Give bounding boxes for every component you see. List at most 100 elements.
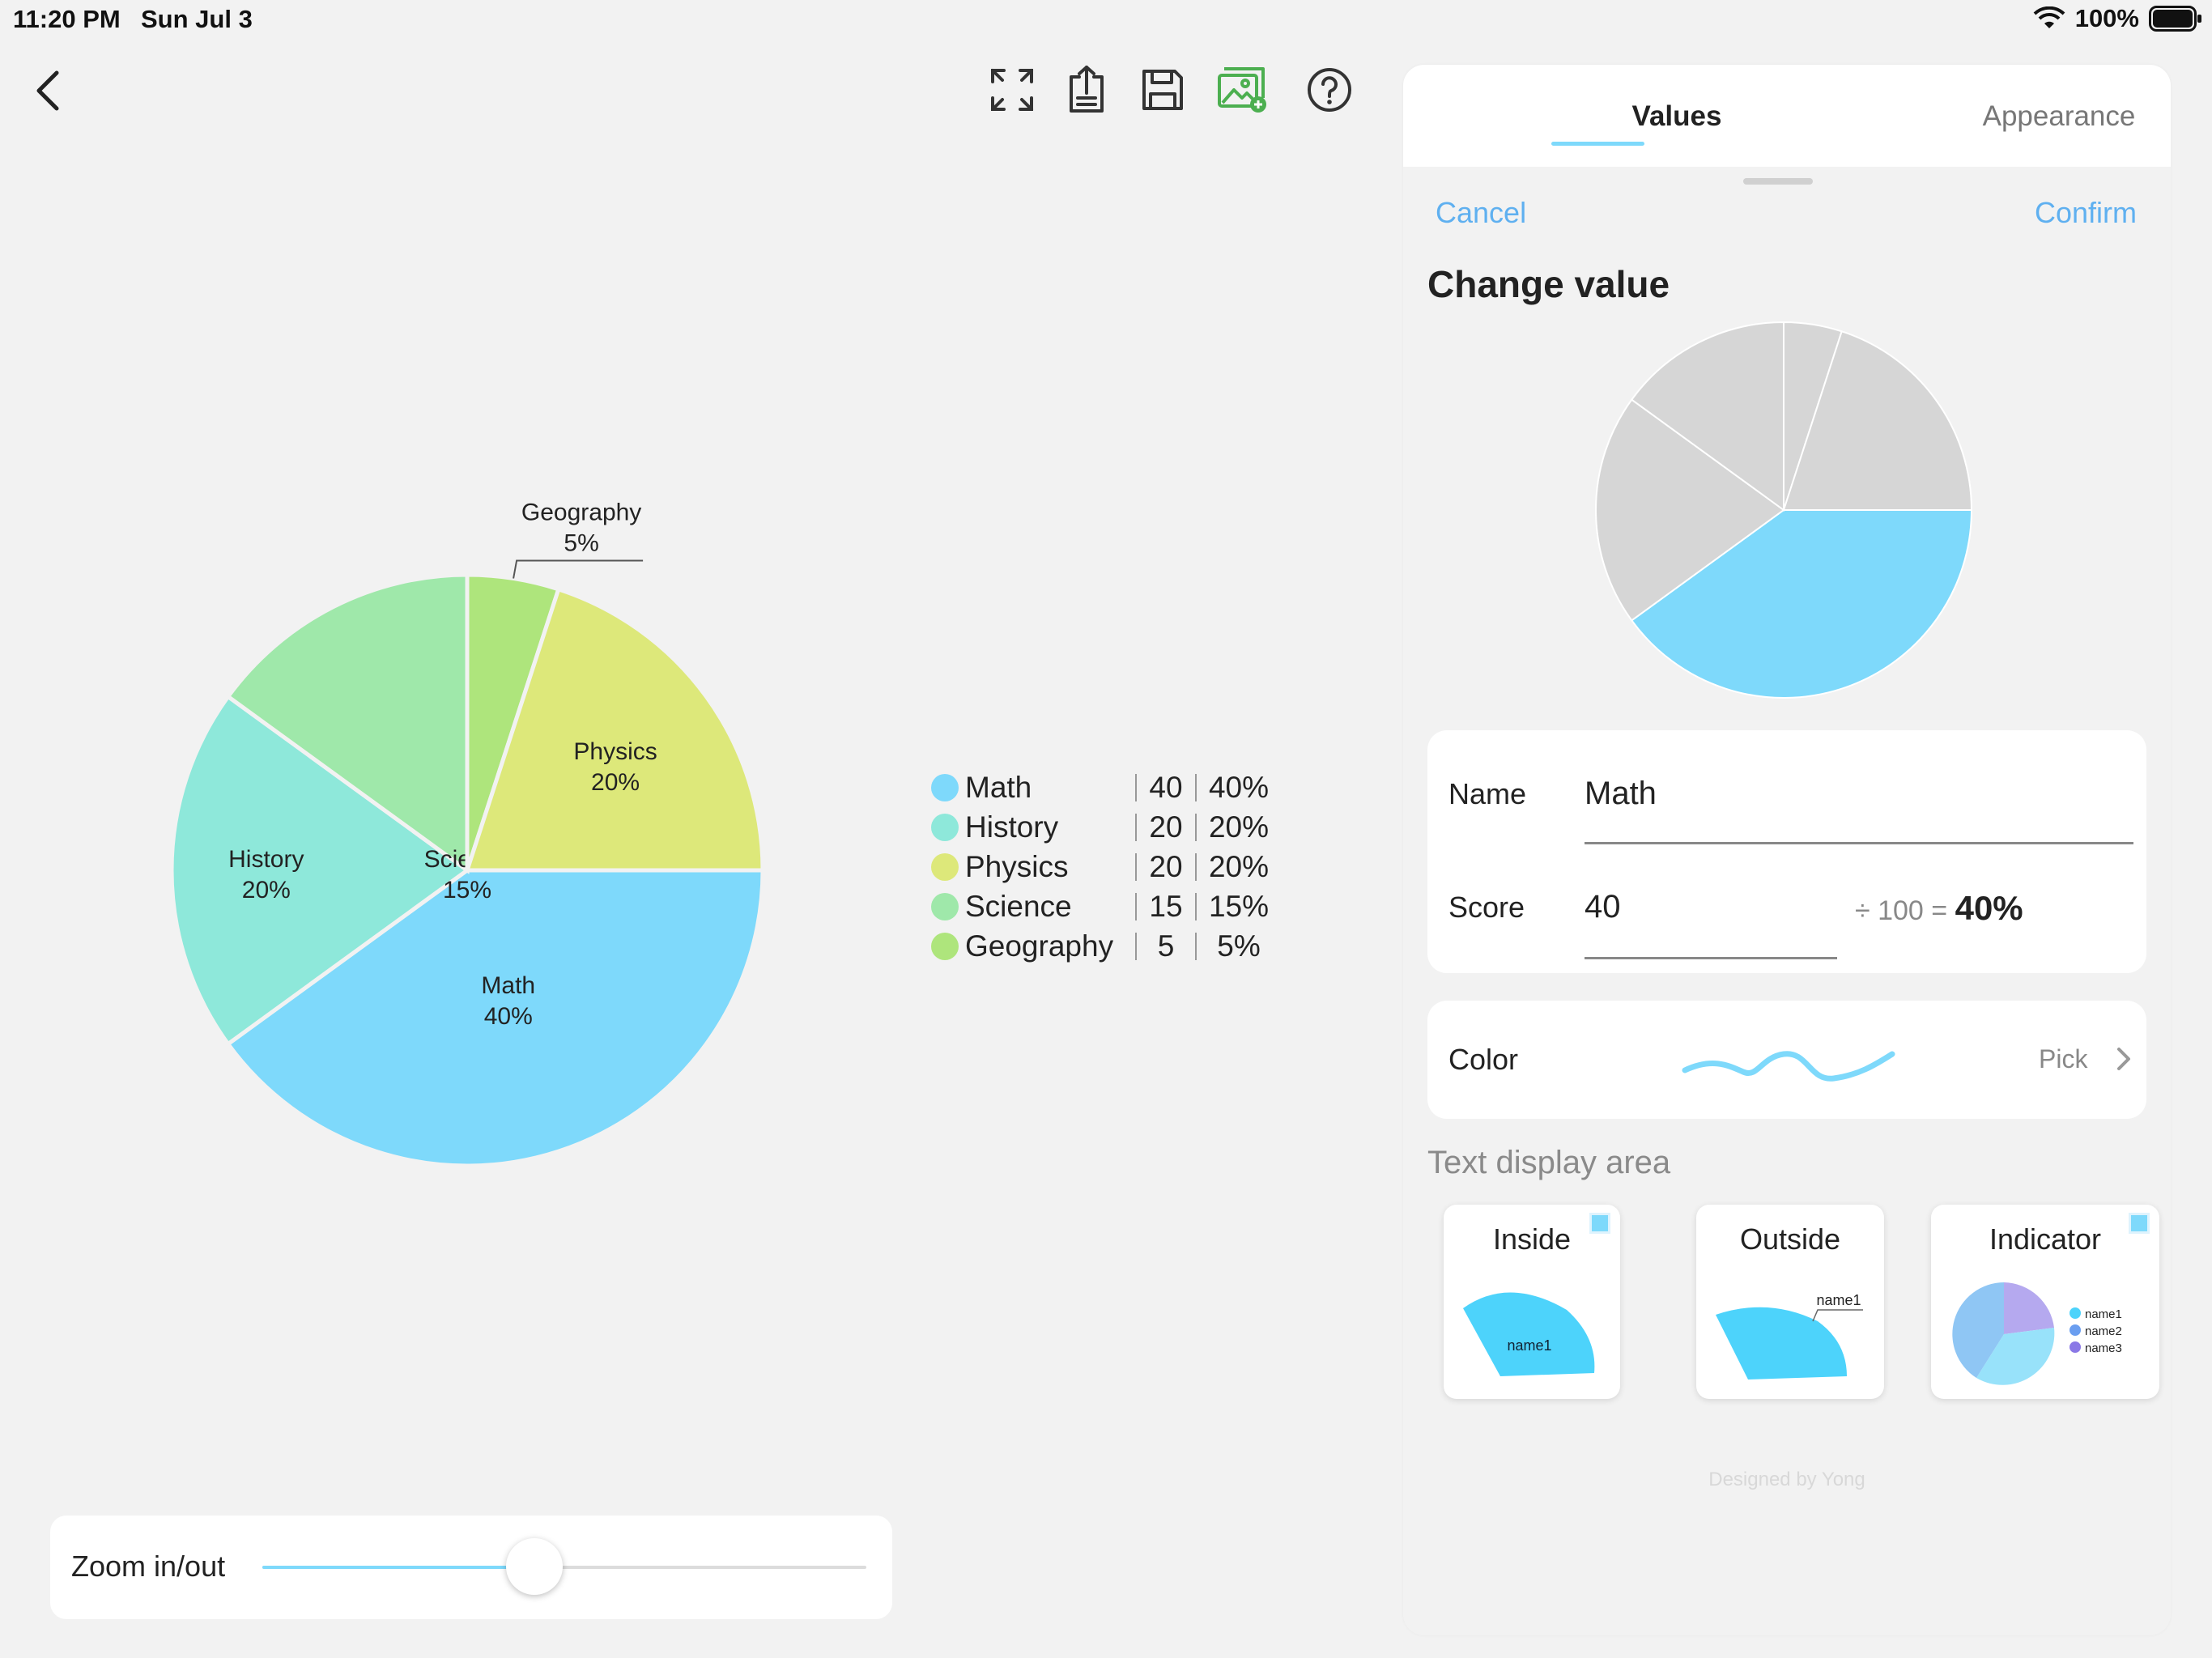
pie-label-name: Math — [481, 972, 535, 999]
sheet-tabs: Values Appearance — [1403, 65, 2171, 167]
pie-slice-science[interactable] — [225, 572, 470, 874]
pie-label-name: Geography — [521, 499, 641, 525]
status-time: 11:20 PM — [13, 5, 121, 33]
legend-name: Geography — [965, 929, 1114, 963]
legend-separator — [1135, 774, 1137, 801]
legend-separator — [1195, 933, 1197, 960]
text-display-title: Text display area — [1427, 1145, 1671, 1180]
score-formula: ÷ 100 = 40% — [1855, 889, 2023, 928]
color-label: Color — [1448, 1043, 1519, 1076]
legend-value: 5 — [1157, 929, 1175, 963]
help-icon[interactable] — [1304, 63, 1355, 117]
legend-percent: 20% — [1208, 849, 1270, 883]
battery-percent: 100% — [2074, 4, 2139, 32]
pie-label-percent: 20% — [591, 769, 640, 796]
legend-color-dot — [931, 773, 959, 801]
edit-sheet: Values Appearance Cancel Confirm Change … — [1403, 65, 2171, 1635]
legend-row: Math 40 40% — [931, 767, 1279, 807]
score-percent: 40% — [1955, 889, 2023, 927]
chevron-right-icon[interactable] — [2114, 1043, 2133, 1075]
pick-label[interactable]: Pick — [2039, 1044, 2088, 1073]
legend-separator — [1135, 893, 1137, 920]
pie-label-percent: 20% — [242, 877, 291, 903]
legend-value: 40 — [1149, 770, 1183, 804]
pie-leader-line — [513, 559, 644, 579]
pie-slice-history[interactable] — [169, 693, 471, 1048]
legend-row: Physics 20 20% — [931, 847, 1279, 886]
status-bar: 11:20 PM Sun Jul 3 100% — [0, 0, 2212, 40]
tab-appearance[interactable]: Appearance — [1982, 100, 2136, 132]
option-indicator-sample-1: name1 — [2085, 1307, 2122, 1321]
option-outside-title: Outside — [1739, 1222, 1841, 1256]
pie-label-percent: 40% — [484, 1003, 533, 1030]
option-outside[interactable]: Outside name1 — [1696, 1205, 1884, 1399]
pie-slice-physics[interactable] — [464, 586, 765, 873]
legend-separator — [1135, 814, 1137, 841]
option-inside-sample: name1 — [1507, 1337, 1551, 1354]
zoom-slider-fill — [262, 1566, 534, 1569]
option-inside-checkbox[interactable] — [1589, 1213, 1610, 1234]
back-icon[interactable] — [29, 66, 70, 115]
legend-color-dot — [931, 813, 959, 841]
pie-label-name: Physics — [573, 738, 657, 765]
status-right: 100% — [2033, 4, 2202, 33]
tab-values[interactable]: Values — [1631, 100, 1722, 132]
preview-slice-science — [1630, 321, 1784, 512]
score-field-underline — [1585, 957, 1837, 959]
cancel-button[interactable]: Cancel — [1436, 196, 1527, 229]
preview-pie-chart — [1595, 321, 1973, 699]
option-outside-preview: name1 — [1716, 1292, 1863, 1380]
legend-value: 20 — [1149, 849, 1183, 883]
name-label: Name — [1448, 777, 1527, 810]
option-indicator-preview: name1 name2 name3 — [1952, 1282, 2122, 1385]
legend-name: History — [965, 810, 1059, 844]
legend-separator — [1135, 933, 1137, 960]
option-indicator-checkbox[interactable] — [2129, 1213, 2150, 1234]
zoom-slider-track[interactable] — [262, 1566, 866, 1569]
color-card[interactable]: Color Pick — [1427, 1001, 2146, 1119]
sheet-title: Change value — [1427, 263, 1670, 305]
legend-row: History 20 20% — [931, 807, 1279, 847]
legend-color-dot — [931, 932, 959, 960]
legend-percent: 40% — [1208, 770, 1270, 804]
legend-value: 15 — [1149, 889, 1183, 923]
option-outside-sample: name1 — [1816, 1292, 1861, 1308]
pie-label-percent: 15% — [443, 877, 491, 903]
legend-color-dot — [931, 892, 959, 920]
legend-separator — [1195, 893, 1197, 920]
option-indicator-sample-2: name2 — [2085, 1324, 2122, 1338]
option-inside-preview: name1 — [1463, 1292, 1595, 1376]
confirm-button[interactable]: Confirm — [2034, 196, 2137, 229]
fullscreen-icon[interactable] — [986, 63, 1038, 117]
score-field[interactable]: 40 — [1585, 889, 1621, 925]
zoom-slider-thumb[interactable] — [505, 1538, 563, 1595]
option-indicator[interactable]: Indicator name1 name2 name3 — [1931, 1205, 2159, 1399]
battery-icon — [2149, 6, 2201, 32]
pie-label-name: History — [228, 846, 304, 873]
preview-slice-history — [1595, 398, 1785, 622]
zoom-panel: Zoom in/out — [50, 1516, 892, 1619]
image-add-icon[interactable] — [1216, 63, 1268, 117]
legend-separator — [1195, 774, 1197, 801]
color-swatch-squiggle — [1682, 1051, 1895, 1082]
legend-separator — [1195, 853, 1197, 881]
save-icon[interactable] — [1137, 63, 1189, 117]
legend-percent: 15% — [1208, 889, 1270, 923]
sheet-grabber[interactable] — [1743, 178, 1813, 185]
preview-slice-physics — [1782, 330, 1973, 511]
legend-percent: 20% — [1208, 810, 1270, 844]
export-icon[interactable] — [1061, 63, 1112, 117]
main-pie-chart: Math40%History20%Science15%Geography5%Ph… — [169, 499, 765, 1168]
pie-slice-math[interactable] — [225, 868, 765, 1168]
preview-slice-math — [1630, 509, 1973, 699]
legend-separator — [1135, 853, 1137, 881]
option-inside[interactable]: Inside name1 — [1444, 1205, 1620, 1399]
option-indicator-title: Indicator — [1989, 1222, 2102, 1256]
score-label: Score — [1448, 891, 1525, 924]
legend-separator — [1195, 814, 1197, 841]
tab-underline — [1551, 142, 1644, 146]
name-field-underline — [1585, 842, 2133, 844]
name-field[interactable]: Math — [1585, 776, 1657, 811]
designer-credit: Designed by Yong — [1708, 1469, 1865, 1490]
option-indicator-sample-3: name3 — [2085, 1341, 2122, 1355]
